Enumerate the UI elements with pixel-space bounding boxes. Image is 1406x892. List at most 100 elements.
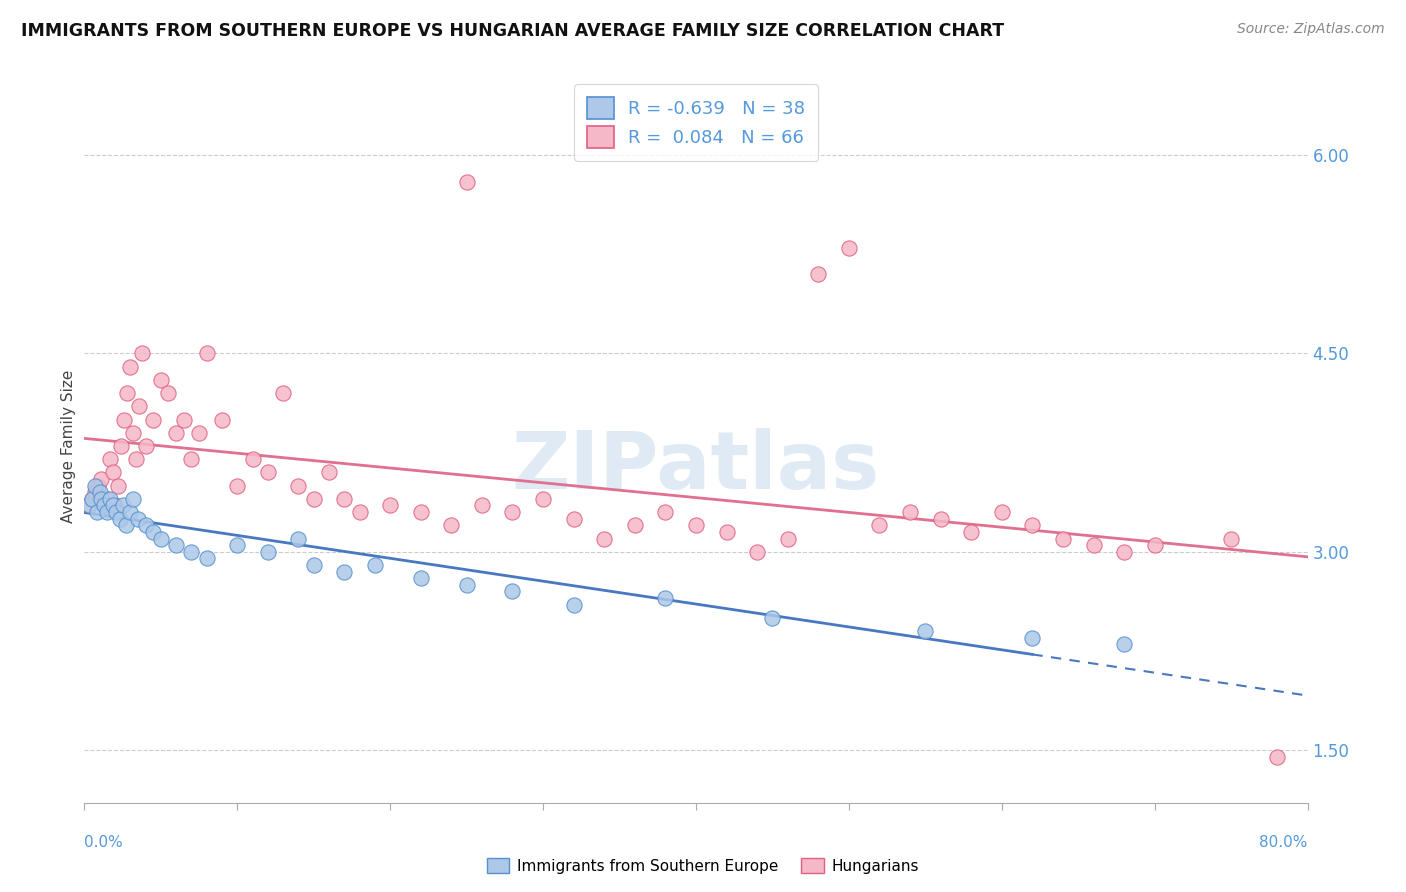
Point: [471, 499, 494, 513]
Point: [80, 491, 103, 506]
Point: [838, 241, 860, 255]
Point: [1114, 637, 1136, 651]
Point: [440, 518, 463, 533]
Point: [409, 505, 432, 519]
Point: [593, 532, 616, 546]
Point: [103, 466, 125, 480]
Y-axis label: Average Family Size: Average Family Size: [60, 369, 76, 523]
Point: [103, 499, 125, 513]
Point: [77, 499, 100, 513]
Point: [165, 538, 187, 552]
Point: [302, 491, 325, 506]
Point: [409, 571, 432, 585]
Text: 0.0%: 0.0%: [84, 835, 124, 850]
Point: [131, 346, 153, 360]
Point: [142, 524, 165, 539]
Point: [685, 518, 707, 533]
Point: [364, 558, 387, 572]
Text: 80.0%: 80.0%: [1260, 835, 1308, 850]
Point: [98, 491, 121, 506]
Point: [165, 425, 187, 440]
Point: [120, 359, 142, 374]
Point: [226, 478, 249, 492]
Point: [624, 518, 647, 533]
Point: [1021, 518, 1043, 533]
Point: [180, 545, 202, 559]
Point: [104, 499, 127, 513]
Text: Source: ZipAtlas.com: Source: ZipAtlas.com: [1237, 22, 1385, 37]
Point: [107, 478, 129, 492]
Point: [562, 598, 585, 612]
Point: [87, 478, 110, 492]
Point: [716, 524, 738, 539]
Point: [122, 425, 145, 440]
Point: [287, 478, 309, 492]
Point: [86, 505, 108, 519]
Point: [120, 505, 142, 519]
Point: [1083, 538, 1105, 552]
Point: [195, 346, 218, 360]
Point: [349, 505, 371, 519]
Point: [115, 386, 138, 401]
Point: [195, 551, 218, 566]
Point: [1143, 538, 1166, 552]
Point: [188, 425, 211, 440]
Point: [654, 505, 676, 519]
Point: [1265, 749, 1288, 764]
Point: [93, 499, 115, 513]
Point: [456, 578, 478, 592]
Point: [89, 485, 111, 500]
Point: [333, 565, 356, 579]
Point: [135, 439, 157, 453]
Point: [93, 499, 115, 513]
Point: [96, 491, 118, 506]
Point: [287, 532, 309, 546]
Point: [111, 499, 134, 513]
Legend: R = -0.639   N = 38, R =  0.084   N = 66: R = -0.639 N = 38, R = 0.084 N = 66: [574, 84, 818, 161]
Point: [112, 412, 135, 426]
Point: [333, 491, 356, 506]
Point: [105, 505, 128, 519]
Point: [1052, 532, 1074, 546]
Point: [173, 412, 195, 426]
Point: [127, 511, 149, 525]
Point: [114, 518, 136, 533]
Point: [80, 491, 103, 506]
Point: [456, 175, 478, 189]
Point: [318, 466, 340, 480]
Point: [898, 505, 921, 519]
Legend: Immigrants from Southern Europe, Hungarians: Immigrants from Southern Europe, Hungari…: [481, 852, 925, 880]
Point: [562, 511, 585, 525]
Point: [960, 524, 983, 539]
Point: [180, 452, 202, 467]
Point: [122, 491, 145, 506]
Point: [84, 485, 107, 500]
Point: [302, 558, 325, 572]
Point: [380, 499, 402, 513]
Point: [96, 505, 118, 519]
Point: [242, 452, 264, 467]
Point: [90, 491, 112, 506]
Point: [257, 545, 280, 559]
Text: ZIPatlas: ZIPatlas: [512, 428, 880, 507]
Point: [110, 439, 132, 453]
Point: [654, 591, 676, 605]
Point: [257, 466, 280, 480]
Point: [149, 373, 172, 387]
Point: [747, 545, 769, 559]
Point: [1114, 545, 1136, 559]
Point: [98, 452, 121, 467]
Point: [125, 452, 148, 467]
Point: [761, 611, 783, 625]
Point: [84, 478, 107, 492]
Point: [90, 472, 112, 486]
Point: [271, 386, 294, 401]
Point: [226, 538, 249, 552]
Point: [1021, 631, 1043, 645]
Point: [77, 499, 100, 513]
Point: [157, 386, 180, 401]
Point: [149, 532, 172, 546]
Text: IMMIGRANTS FROM SOUTHERN EUROPE VS HUNGARIAN AVERAGE FAMILY SIZE CORRELATION CHA: IMMIGRANTS FROM SOUTHERN EUROPE VS HUNGA…: [21, 22, 1004, 40]
Point: [128, 400, 150, 414]
Point: [807, 267, 830, 281]
